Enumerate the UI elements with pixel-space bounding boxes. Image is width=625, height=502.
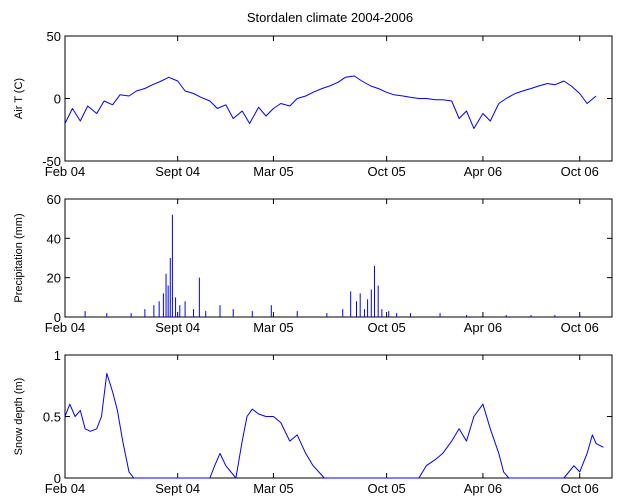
y-tick-label: 20 bbox=[47, 271, 61, 286]
y-tick-label: 0 bbox=[54, 471, 61, 486]
x-tick-label: Oct 05 bbox=[367, 320, 405, 335]
x-tick-label: Sept 04 bbox=[155, 481, 200, 496]
y-axis-label: Precipitation (mm) bbox=[13, 213, 25, 302]
x-tick-label: Sept 04 bbox=[155, 320, 200, 335]
x-tick-label: Oct 05 bbox=[367, 164, 405, 179]
panels: -50 0 50 Feb 04 Sept 04 Mar 05 Oct 05 Apr 06 Oct… bbox=[13, 29, 613, 496]
x-tick-label: Feb 04 bbox=[45, 164, 85, 179]
panel-0: -50 0 50 Feb 04 Sept 04 Mar 05 Oct 05 Apr 06 Oct… bbox=[13, 29, 613, 179]
axes-box bbox=[64, 354, 613, 479]
panel-2: 0 0.5 1 Feb 04 Sept 04 Mar 05 Oct 05 Apr 06 Oct … bbox=[13, 348, 613, 496]
y-tick-label: 40 bbox=[47, 231, 61, 246]
series-line bbox=[64, 75, 597, 129]
y-axis-label: Air T (C) bbox=[13, 78, 25, 119]
y-tick-label: 0 bbox=[54, 310, 61, 325]
chart-title: Stordalen climate 2004-2006 bbox=[247, 10, 413, 25]
y-tick-label: 1 bbox=[54, 348, 61, 363]
y-tick-label: 0.5 bbox=[43, 410, 61, 425]
x-tick-label: Oct 06 bbox=[561, 164, 599, 179]
series-line bbox=[64, 372, 604, 479]
x-tick-label: Mar 05 bbox=[253, 164, 293, 179]
panel-1: 0 20 40 60 Feb 04 Sept 04 Mar 05 Oct 05 Apr 06 Oc… bbox=[13, 192, 613, 335]
y-tick-label: 60 bbox=[47, 192, 61, 207]
x-tick-label: Apr 06 bbox=[464, 320, 502, 335]
x-tick-label: Feb 04 bbox=[45, 481, 85, 496]
y-tick-label: 50 bbox=[47, 29, 61, 44]
x-tick-label: Oct 06 bbox=[561, 320, 599, 335]
x-tick-label: Apr 06 bbox=[464, 481, 502, 496]
y-tick-label: -50 bbox=[42, 154, 61, 169]
y-axis-label: Snow depth (m) bbox=[13, 378, 25, 456]
axes-box bbox=[64, 198, 613, 318]
x-tick-label: Feb 04 bbox=[45, 320, 85, 335]
x-tick-label: Mar 05 bbox=[253, 320, 293, 335]
x-tick-label: Oct 06 bbox=[561, 481, 599, 496]
x-tick-label: Oct 05 bbox=[367, 481, 405, 496]
y-tick-label: 0 bbox=[54, 92, 61, 107]
x-tick-label: Apr 06 bbox=[464, 164, 502, 179]
x-tick-label: Sept 04 bbox=[155, 164, 200, 179]
x-tick-label: Mar 05 bbox=[253, 481, 293, 496]
axes-box bbox=[64, 35, 613, 162]
